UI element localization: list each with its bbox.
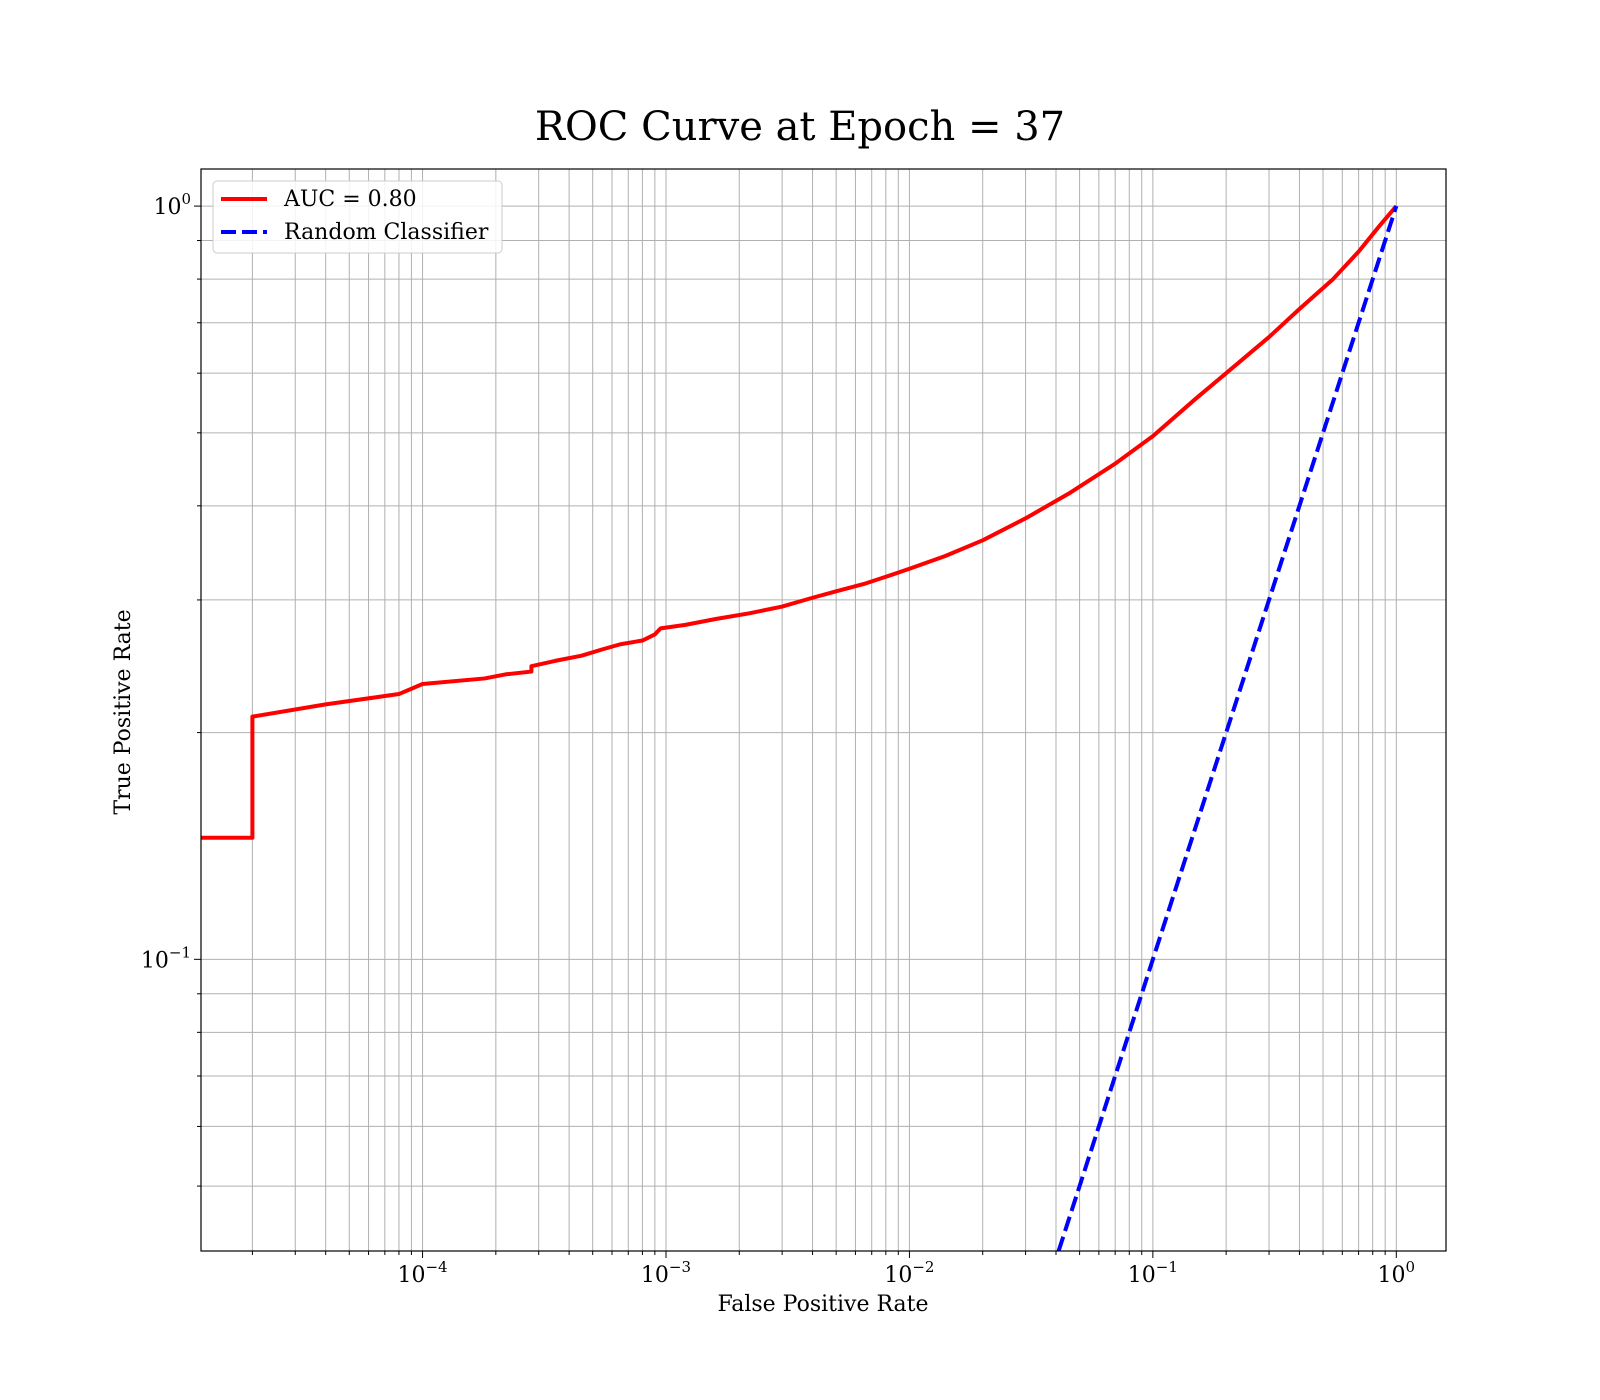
y-tick-label: 10−1	[141, 943, 191, 973]
x-tick-label: 10−4	[397, 1258, 447, 1288]
grid	[201, 169, 1446, 1251]
plot-series	[201, 204, 1399, 1251]
x-tick-label: 10−3	[641, 1258, 691, 1288]
legend: AUC = 0.80 Random Classifier	[212, 180, 503, 254]
legend-box	[212, 180, 503, 254]
y-tick-label: 100	[153, 190, 191, 220]
axis-ticks: 10−4 10−3 10−2 10−1 100 10−1 100	[141, 190, 1415, 1288]
random-classifier-line	[1056, 205, 1399, 1251]
x-tick-label: 100	[1378, 1258, 1416, 1288]
x-tick-label: 10−2	[884, 1258, 934, 1288]
legend-label: AUC = 0.80	[283, 187, 417, 212]
chart-title: ROC Curve at Epoch = 37	[535, 104, 1065, 150]
roc-curve-line	[201, 204, 1398, 840]
x-axis-label: False Positive Rate	[717, 1292, 928, 1317]
legend-label: Random Classifier	[284, 220, 489, 245]
y-axis-label: True Positive Rate	[111, 609, 136, 814]
x-tick-label: 10−1	[1128, 1258, 1178, 1288]
plot-frame	[200, 168, 1447, 1252]
